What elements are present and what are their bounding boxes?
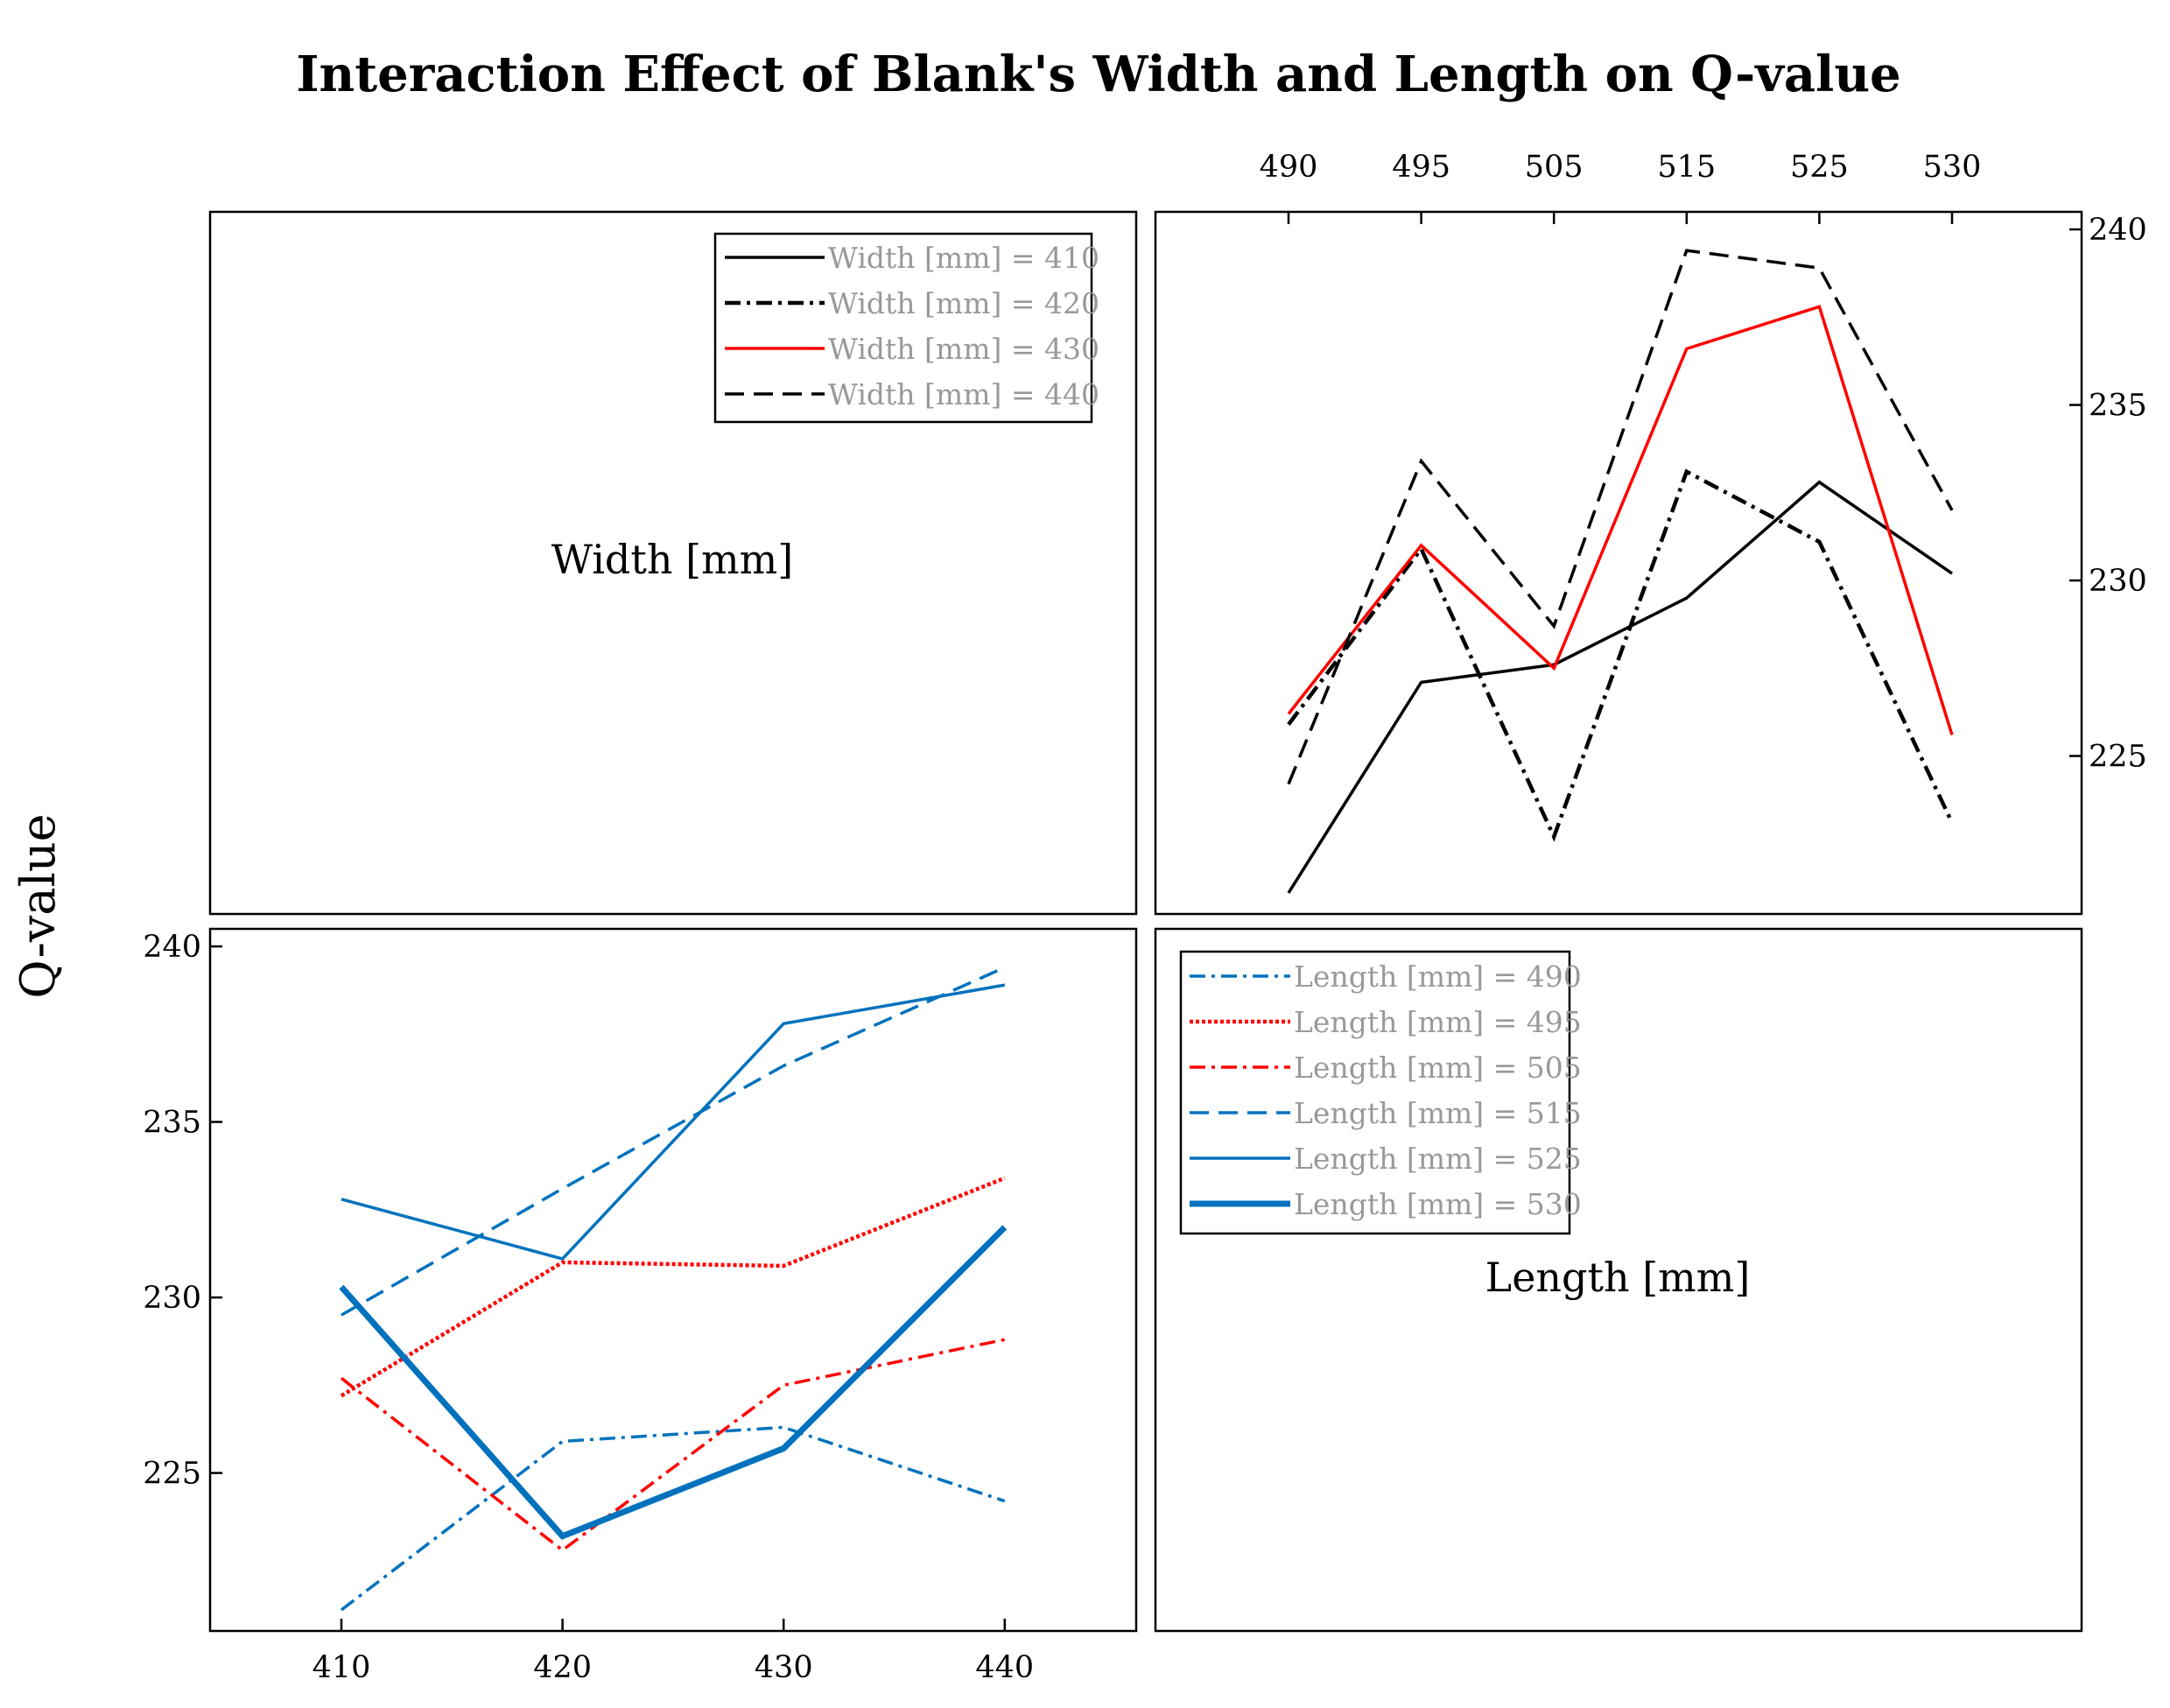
legend-label: Length [mm] = 505 (1294, 1051, 1582, 1085)
x-tick-label: 515 (1657, 150, 1716, 185)
series-line-top_right-0 (1287, 480, 1953, 894)
panel-bottom-left (208, 927, 1138, 1633)
y-tick-label: 235 (143, 1106, 201, 1141)
series-line-bottom_left-5 (339, 1225, 1008, 1540)
y-axis-label: Q-value (11, 813, 66, 998)
series-line-bottom_left-1 (340, 1176, 1006, 1398)
y-tick-label: 240 (143, 930, 201, 965)
legend-label: Length [mm] = 530 (1294, 1187, 1582, 1221)
series-line-top_right-1 (1287, 468, 1955, 842)
legend-label: Length [mm] = 525 (1294, 1142, 1582, 1176)
top-right-series-group (1287, 249, 1955, 894)
top-right-axis-ticks: 225 230 235 240 490 495 505 515 525 530 (1260, 150, 2147, 775)
y-tick-label: 240 (2089, 213, 2147, 248)
length-variable-label: Length [mm] (1485, 1254, 1751, 1301)
length-legend: Length [mm] = 490 Length [mm] = 495 Length… (1179, 950, 1582, 1235)
y-tick-label: 225 (143, 1457, 201, 1492)
x-tick-label: 410 (313, 1650, 371, 1685)
x-tick-label: 420 (533, 1650, 592, 1685)
series-line-top_right-3 (1287, 249, 1954, 785)
legend-label: Width [mm] = 420 (828, 286, 1099, 320)
width-legend-box (713, 232, 1093, 424)
legend-label: Width [mm] = 410 (828, 241, 1099, 275)
x-tick-label: 495 (1392, 150, 1450, 185)
x-tick-label: 505 (1525, 150, 1584, 185)
x-tick-label: 440 (975, 1650, 1034, 1685)
series-line-bottom_left-4 (341, 983, 1006, 1261)
y-tick-label: 230 (143, 1281, 201, 1316)
x-tick-label: 525 (1790, 150, 1849, 185)
length-legend-box (1179, 950, 1571, 1235)
series-line-bottom_left-0 (340, 1425, 1006, 1612)
panel-top-right (1154, 210, 2083, 916)
legend-label: Length [mm] = 515 (1294, 1096, 1582, 1130)
width-variable-label: Width [mm] (551, 536, 794, 583)
legend-label: Length [mm] = 495 (1294, 1005, 1582, 1039)
series-line-bottom_left-2 (340, 1338, 1006, 1552)
x-tick-label: 530 (1923, 150, 1982, 185)
y-tick-label: 225 (2089, 740, 2147, 775)
series-line-top_right-2 (1287, 305, 1954, 736)
legend-label: Width [mm] = 430 (828, 332, 1099, 366)
x-tick-label: 430 (755, 1650, 813, 1685)
chart-title: Interaction Effect of Blank's Width and … (296, 46, 1900, 103)
x-tick-label: 490 (1260, 150, 1318, 185)
y-tick-label: 235 (2089, 389, 2147, 424)
bottom-left-series-group (339, 966, 1008, 1612)
series-line-bottom_left-3 (341, 966, 1006, 1317)
legend-label: Width [mm] = 440 (828, 377, 1099, 411)
y-tick-label: 230 (2089, 564, 2147, 599)
bottom-left-axis-ticks: 225 230 235 240 410 420 430 440 (143, 930, 1034, 1685)
legend-label: Length [mm] = 490 (1294, 959, 1582, 994)
width-legend: Width [mm] = 410 Width [mm] = 420 Width [m… (713, 232, 1099, 424)
panel-top-left (208, 210, 1138, 916)
panel-bottom-right (1154, 927, 2083, 1633)
